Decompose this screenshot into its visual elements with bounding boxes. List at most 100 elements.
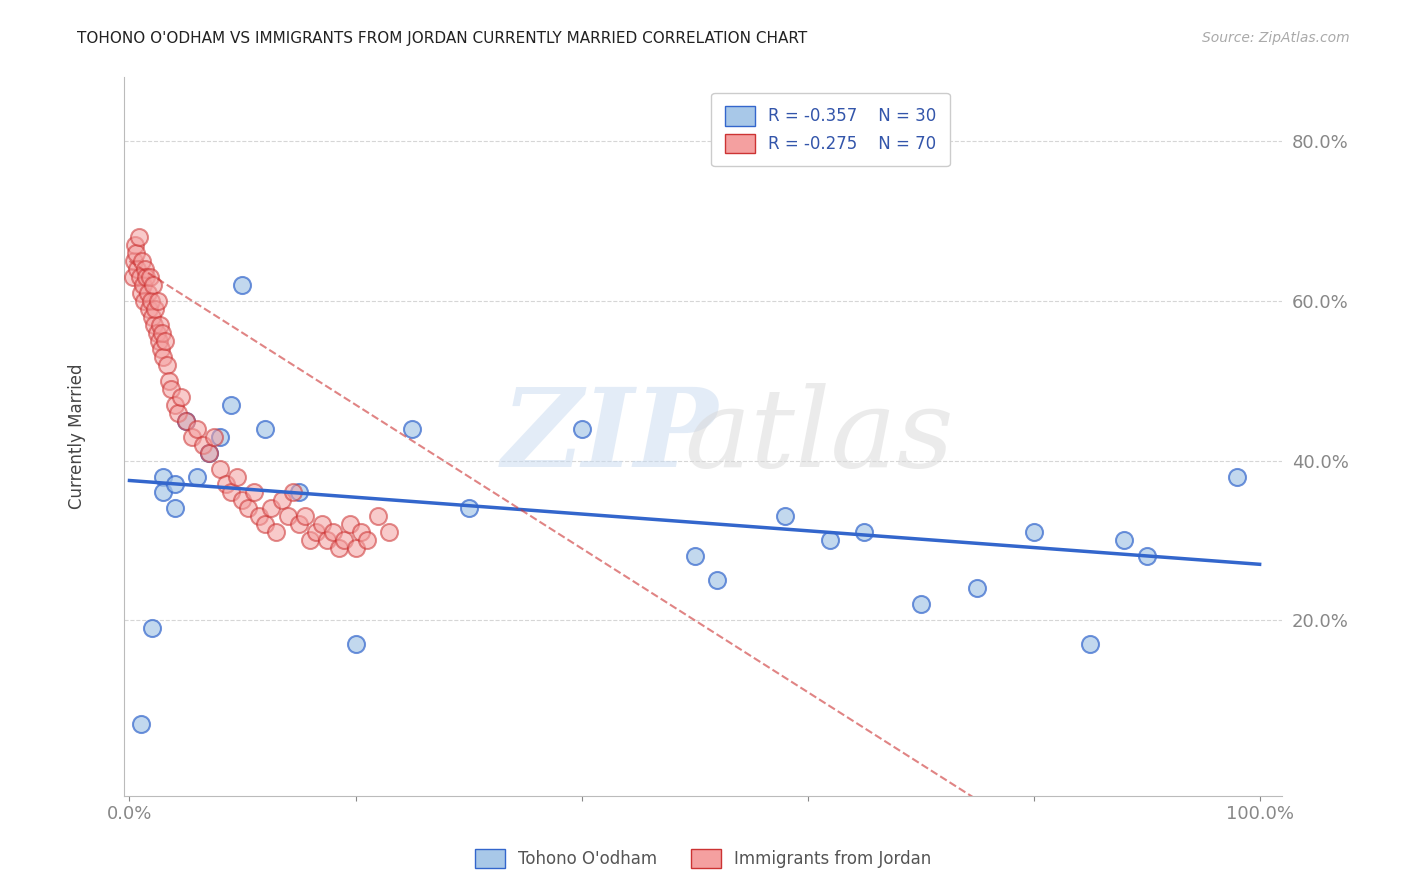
Point xyxy=(1078,637,1101,651)
Point xyxy=(186,469,208,483)
Point xyxy=(249,509,271,524)
Point xyxy=(163,501,186,516)
Point xyxy=(571,422,593,436)
Point xyxy=(299,533,322,548)
Point xyxy=(333,533,356,548)
Point xyxy=(208,429,231,443)
Point xyxy=(160,382,183,396)
Point xyxy=(132,277,155,292)
Point xyxy=(344,541,367,556)
Point xyxy=(214,477,236,491)
Point xyxy=(136,285,159,300)
Point xyxy=(149,318,172,332)
Point xyxy=(129,285,152,300)
Point xyxy=(202,429,225,443)
Legend: R = -0.357    N = 30, R = -0.275    N = 70: R = -0.357 N = 30, R = -0.275 N = 70 xyxy=(711,93,949,167)
Point xyxy=(125,246,148,260)
Point xyxy=(191,437,214,451)
Point xyxy=(260,501,283,516)
Text: atlas: atlas xyxy=(685,383,953,491)
Point xyxy=(122,254,145,268)
Point xyxy=(773,509,796,524)
Point xyxy=(134,262,156,277)
Point xyxy=(134,293,156,308)
Point xyxy=(197,445,219,459)
Point xyxy=(128,270,150,285)
Point xyxy=(1136,549,1159,564)
Point xyxy=(231,277,253,292)
Point xyxy=(311,517,333,532)
Point xyxy=(174,414,197,428)
Point xyxy=(128,230,150,244)
Point xyxy=(139,270,162,285)
Point xyxy=(129,717,152,731)
Point xyxy=(145,326,167,340)
Point xyxy=(328,541,350,556)
Point xyxy=(350,525,373,540)
Point xyxy=(231,493,253,508)
Point xyxy=(966,581,988,595)
Point xyxy=(457,501,479,516)
Point xyxy=(294,509,316,524)
Point xyxy=(152,485,174,500)
Text: Source: ZipAtlas.com: Source: ZipAtlas.com xyxy=(1202,31,1350,45)
Point xyxy=(818,533,841,548)
Point xyxy=(146,293,169,308)
Point xyxy=(219,398,242,412)
Point xyxy=(150,326,173,340)
Point xyxy=(910,597,932,611)
Point xyxy=(186,422,208,436)
Point xyxy=(143,318,166,332)
Point xyxy=(367,509,389,524)
Point xyxy=(339,517,361,532)
Point xyxy=(141,310,163,324)
Text: ZIP: ZIP xyxy=(502,383,718,491)
Point xyxy=(401,422,423,436)
Point xyxy=(153,334,176,348)
Point xyxy=(138,301,160,316)
Point xyxy=(219,485,242,500)
Point xyxy=(283,485,305,500)
Point xyxy=(131,254,153,268)
Point xyxy=(167,406,190,420)
Point xyxy=(145,301,167,316)
Legend: Tohono O'odham, Immigrants from Jordan: Tohono O'odham, Immigrants from Jordan xyxy=(468,842,938,875)
Point xyxy=(1226,469,1249,483)
Point xyxy=(152,469,174,483)
Point xyxy=(288,485,311,500)
Point xyxy=(378,525,401,540)
Point xyxy=(141,621,163,635)
Point xyxy=(135,270,157,285)
Point xyxy=(322,525,344,540)
Point xyxy=(356,533,378,548)
Point xyxy=(197,445,219,459)
Point xyxy=(157,374,180,388)
Point xyxy=(208,461,231,475)
Point xyxy=(1112,533,1135,548)
Point xyxy=(174,414,197,428)
Point xyxy=(243,485,266,500)
Point xyxy=(1022,525,1045,540)
Point xyxy=(271,493,294,508)
Point xyxy=(127,262,149,277)
Point xyxy=(139,293,162,308)
Point xyxy=(277,509,299,524)
Point xyxy=(683,549,706,564)
Text: Currently Married: Currently Married xyxy=(69,364,87,509)
Point xyxy=(163,477,186,491)
Point xyxy=(142,277,165,292)
Point xyxy=(156,358,179,372)
Point xyxy=(122,270,145,285)
Point xyxy=(853,525,876,540)
Point xyxy=(148,334,170,348)
Text: TOHONO O'ODHAM VS IMMIGRANTS FROM JORDAN CURRENTLY MARRIED CORRELATION CHART: TOHONO O'ODHAM VS IMMIGRANTS FROM JORDAN… xyxy=(77,31,807,46)
Point xyxy=(316,533,339,548)
Point xyxy=(152,350,174,364)
Point xyxy=(225,469,247,483)
Point xyxy=(170,390,193,404)
Point xyxy=(150,342,173,356)
Point xyxy=(288,517,311,532)
Point xyxy=(236,501,259,516)
Point xyxy=(344,637,367,651)
Point xyxy=(163,398,186,412)
